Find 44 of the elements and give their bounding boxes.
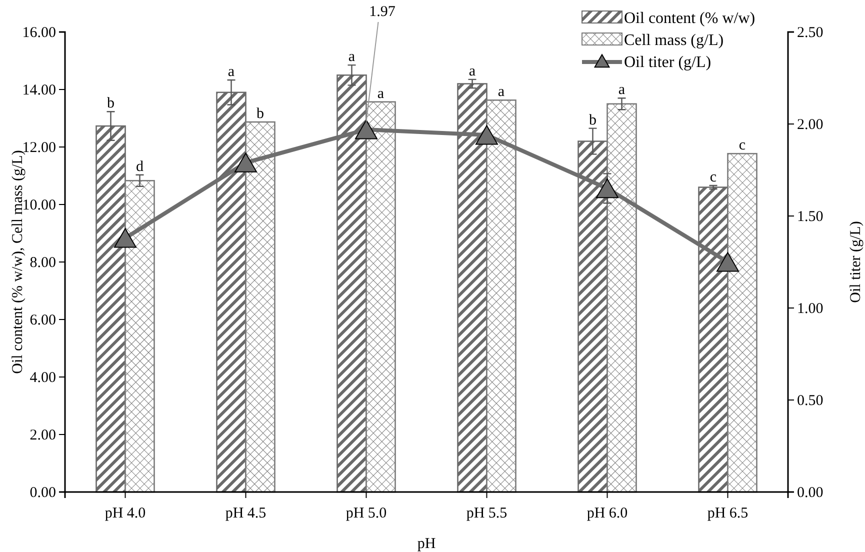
y2-tick-label: 2.50	[797, 24, 824, 41]
data-label: 1.97	[369, 4, 396, 20]
y-tick-label: 8.00	[30, 254, 56, 271]
legend-label: Oil content (% w/w)	[624, 10, 756, 27]
x-tick-label: pH 4.0	[104, 506, 146, 522]
point	[596, 178, 618, 198]
data-label: c	[710, 170, 717, 186]
data-label: b	[256, 106, 264, 122]
y2-tick-label: 0.50	[797, 392, 824, 409]
y2-tick-label: 1.50	[797, 208, 824, 225]
point	[114, 228, 136, 248]
point	[716, 252, 739, 272]
data-label: a	[498, 84, 505, 100]
data-label: a	[348, 49, 356, 66]
data-label: a	[228, 64, 235, 80]
point	[355, 120, 378, 140]
y2-tick-label: 0.00	[797, 484, 824, 501]
point	[476, 125, 498, 145]
y-tick-label: 14.00	[22, 82, 56, 98]
legend-label: Oil titer (g/L)	[624, 54, 712, 71]
x-axis-title: pH	[417, 536, 436, 552]
data-label: a	[377, 86, 384, 102]
y-tick-label: 16.00	[22, 24, 56, 41]
x-tick-label: pH 6.5	[707, 506, 748, 522]
y-tick-label: 2.00	[30, 427, 56, 444]
y-tick-label: 6.00	[30, 312, 56, 328]
point	[234, 152, 257, 172]
data-label: c	[738, 138, 746, 154]
y2-tick-label: 1.00	[797, 300, 824, 317]
data-label: a	[468, 63, 476, 80]
x-tick-label: pH 5.5	[466, 506, 508, 522]
data-label: a	[618, 82, 626, 98]
y-tick-label: 0.00	[30, 484, 56, 501]
data-label: d	[136, 158, 144, 175]
x-tick-label: pH 4.5	[225, 506, 266, 522]
data-label: b	[589, 112, 596, 128]
y-tick-label: 10.00	[22, 197, 56, 214]
y2-axis-title: Oil titer (g/L)	[848, 221, 864, 303]
legend-label: Cell mass (g/L)	[624, 32, 724, 49]
y-tick-label: 4.00	[30, 370, 56, 386]
y2-tick-label: 2.00	[797, 116, 824, 133]
data-label: b	[107, 96, 114, 112]
x-tick-label: pH 6.0	[586, 506, 628, 522]
x-tick-label: pH 5.0	[346, 506, 387, 522]
